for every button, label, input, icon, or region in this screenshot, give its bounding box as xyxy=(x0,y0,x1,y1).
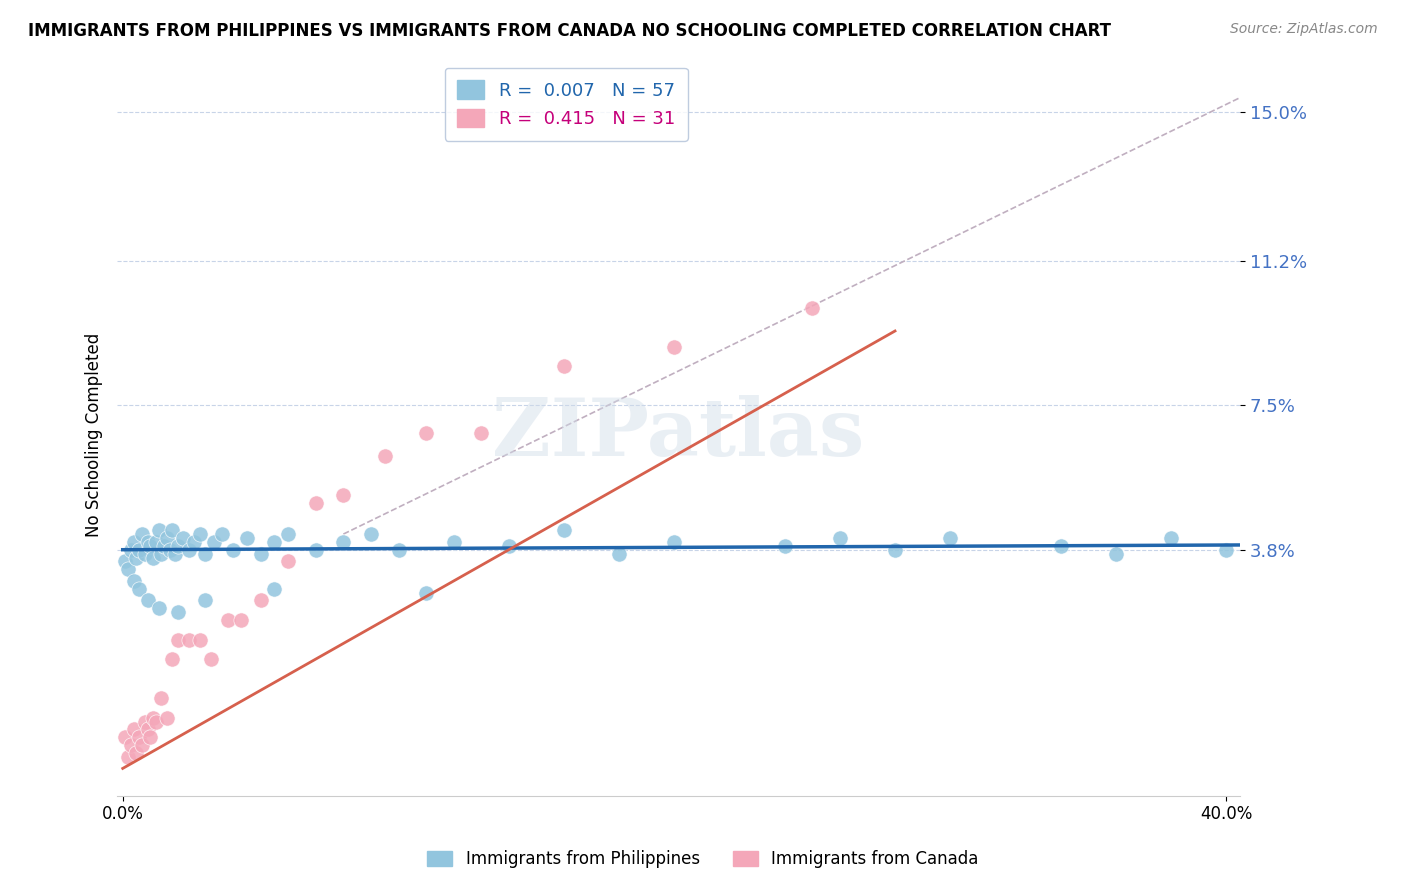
Point xyxy=(211,527,233,541)
Point xyxy=(305,542,328,557)
Point xyxy=(153,539,176,553)
Point xyxy=(150,547,173,561)
Point xyxy=(156,711,179,725)
Point xyxy=(664,340,686,354)
Point xyxy=(1105,547,1128,561)
Point xyxy=(117,749,139,764)
Point xyxy=(443,535,465,549)
Point xyxy=(236,531,259,545)
Point xyxy=(167,539,190,553)
Point xyxy=(263,535,285,549)
Point xyxy=(128,730,150,744)
Point xyxy=(165,547,187,561)
Point xyxy=(145,714,167,729)
Text: IMMIGRANTS FROM PHILIPPINES VS IMMIGRANTS FROM CANADA NO SCHOOLING COMPLETED COR: IMMIGRANTS FROM PHILIPPINES VS IMMIGRANT… xyxy=(28,22,1111,40)
Point xyxy=(131,738,153,752)
Point xyxy=(122,535,145,549)
Legend: Immigrants from Philippines, Immigrants from Canada: Immigrants from Philippines, Immigrants … xyxy=(420,844,986,875)
Point xyxy=(415,425,437,440)
Point xyxy=(172,531,194,545)
Point xyxy=(415,585,437,599)
Point xyxy=(332,488,354,502)
Point xyxy=(120,542,142,557)
Point xyxy=(188,632,211,647)
Point xyxy=(498,539,520,553)
Point xyxy=(120,738,142,752)
Point xyxy=(134,547,156,561)
Point xyxy=(167,605,190,619)
Point xyxy=(828,531,851,545)
Point xyxy=(177,632,200,647)
Point xyxy=(148,601,170,615)
Point xyxy=(188,527,211,541)
Point xyxy=(249,547,271,561)
Point xyxy=(156,531,179,545)
Point xyxy=(122,574,145,588)
Legend: R =  0.007   N = 57, R =  0.415   N = 31: R = 0.007 N = 57, R = 0.415 N = 31 xyxy=(444,68,688,141)
Point xyxy=(801,301,824,315)
Point xyxy=(125,550,148,565)
Point xyxy=(150,691,173,706)
Point xyxy=(305,496,328,510)
Point xyxy=(194,593,217,607)
Point xyxy=(159,542,181,557)
Text: Source: ZipAtlas.com: Source: ZipAtlas.com xyxy=(1230,22,1378,37)
Point xyxy=(134,714,156,729)
Point xyxy=(277,554,299,568)
Point xyxy=(277,527,299,541)
Point xyxy=(167,632,190,647)
Point xyxy=(1215,542,1237,557)
Point xyxy=(553,359,575,373)
Point xyxy=(136,535,159,549)
Point xyxy=(139,730,162,744)
Point xyxy=(360,527,382,541)
Point xyxy=(470,425,492,440)
Point xyxy=(139,539,162,553)
Point xyxy=(114,554,136,568)
Point xyxy=(263,582,285,596)
Point xyxy=(122,723,145,737)
Point xyxy=(939,531,962,545)
Point xyxy=(1049,539,1071,553)
Point xyxy=(607,547,630,561)
Point xyxy=(131,527,153,541)
Point xyxy=(553,523,575,537)
Point xyxy=(162,523,184,537)
Point xyxy=(202,535,225,549)
Point xyxy=(148,523,170,537)
Point xyxy=(374,449,396,463)
Point xyxy=(194,547,217,561)
Point xyxy=(183,535,205,549)
Point xyxy=(117,562,139,576)
Point xyxy=(145,535,167,549)
Point xyxy=(114,730,136,744)
Point xyxy=(200,652,222,666)
Point xyxy=(249,593,271,607)
Point xyxy=(664,535,686,549)
Text: ZIPatlas: ZIPatlas xyxy=(492,395,865,474)
Point xyxy=(884,542,907,557)
Point xyxy=(136,593,159,607)
Y-axis label: No Schooling Completed: No Schooling Completed xyxy=(86,333,103,537)
Point xyxy=(142,550,165,565)
Point xyxy=(773,539,796,553)
Point xyxy=(128,542,150,557)
Point xyxy=(231,613,253,627)
Point xyxy=(177,542,200,557)
Point xyxy=(128,582,150,596)
Point xyxy=(1160,531,1182,545)
Point xyxy=(387,542,409,557)
Point xyxy=(142,711,165,725)
Point xyxy=(136,723,159,737)
Point xyxy=(217,613,239,627)
Point xyxy=(332,535,354,549)
Point xyxy=(125,746,148,760)
Point xyxy=(162,652,184,666)
Point xyxy=(222,542,245,557)
